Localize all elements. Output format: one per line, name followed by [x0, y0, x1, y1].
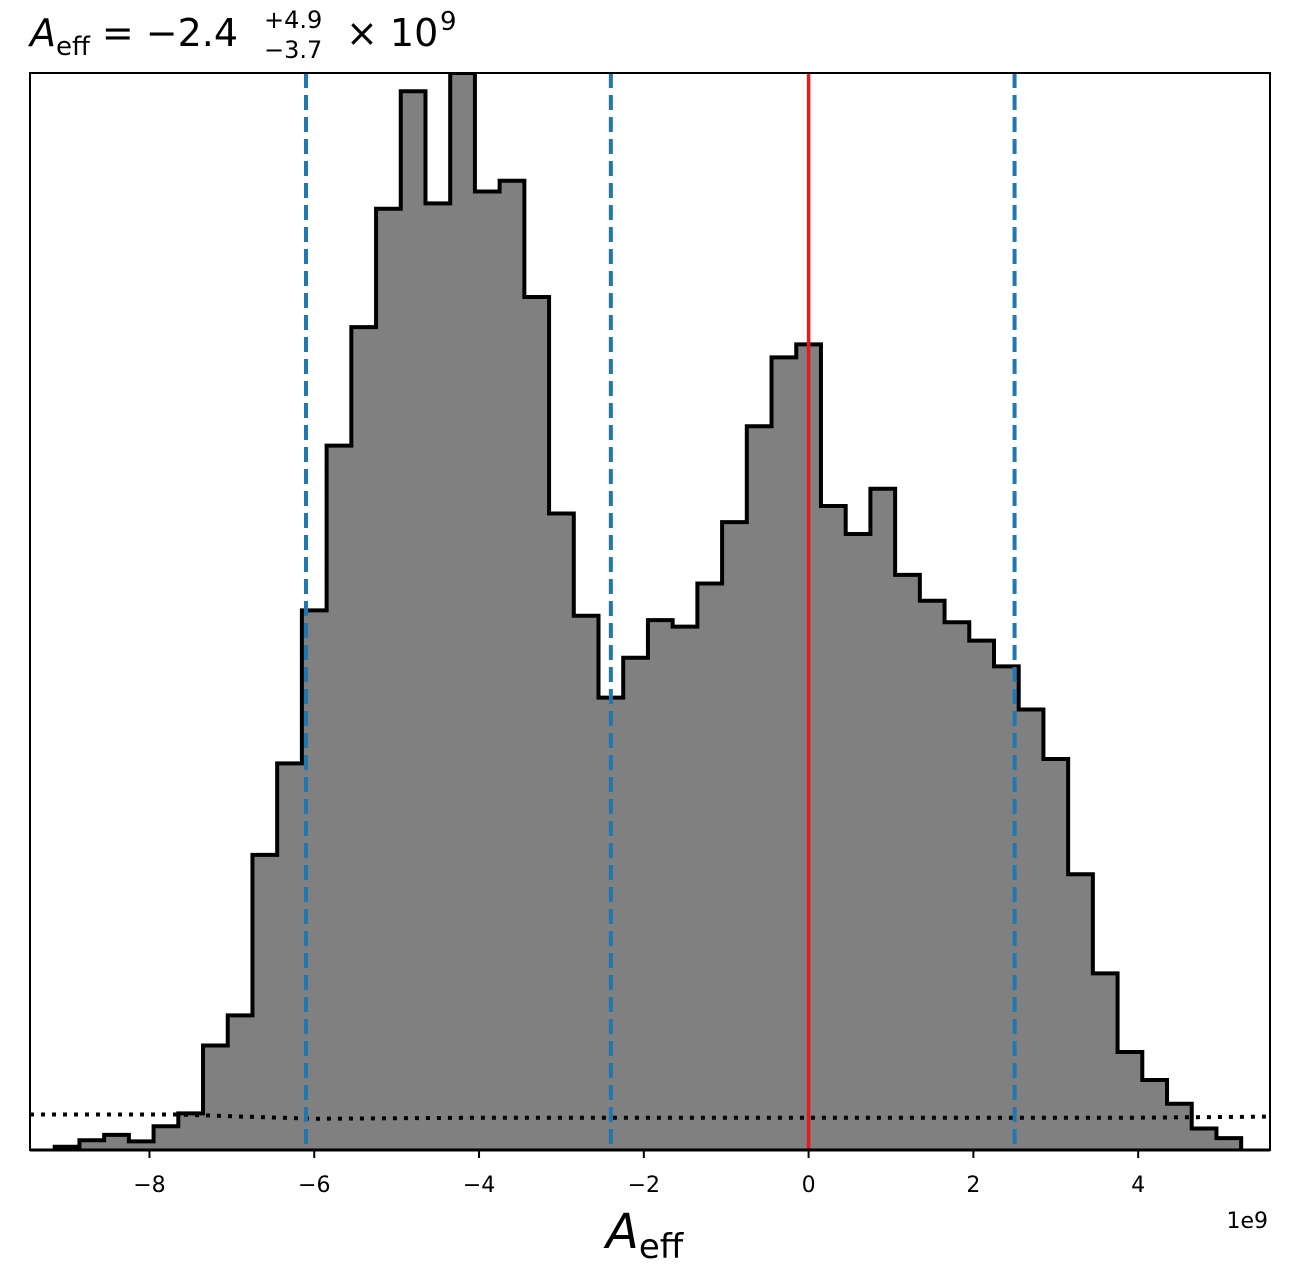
- histogram-bar: [697, 583, 723, 1150]
- histogram-bar: [1117, 1051, 1143, 1150]
- histogram-bar: [1142, 1079, 1168, 1150]
- title-upper-error: +4.9: [264, 6, 322, 34]
- histogram-bar: [746, 426, 773, 1150]
- x-tick-label: 2: [966, 1173, 980, 1198]
- x-tick-label: −4: [463, 1173, 495, 1198]
- histogram-bar: [450, 73, 476, 1150]
- histogram-bar: [474, 191, 501, 1150]
- histogram-bar: [227, 1015, 253, 1150]
- histogram-bar: [400, 91, 426, 1150]
- histogram-bar: [845, 533, 871, 1150]
- histogram-bar: [128, 1141, 155, 1150]
- histogram-bar: [771, 357, 797, 1150]
- xlabel-variable: A: [603, 1204, 639, 1260]
- histogram-bar: [919, 600, 946, 1150]
- histogram-bar: [573, 615, 600, 1150]
- histogram-bar: [623, 657, 649, 1150]
- histogram-bar: [524, 297, 550, 1150]
- histogram-bar: [1068, 874, 1094, 1150]
- histogram-bar: [277, 763, 303, 1150]
- histogram-bar: [1191, 1128, 1217, 1150]
- title-equals: =: [102, 11, 134, 55]
- histogram-bar: [499, 180, 525, 1150]
- x-axis-ticks: −8 −6 −4 −2 0 2 4: [133, 1150, 1145, 1198]
- x-tick-label: 4: [1131, 1173, 1145, 1198]
- histogram-bar: [178, 1113, 204, 1150]
- histogram-bar: [1043, 759, 1069, 1150]
- histogram-bar: [895, 574, 921, 1150]
- histogram-bar: [252, 854, 278, 1150]
- x-axis-label: Aeff: [603, 1204, 685, 1267]
- histogram-bar: [104, 1134, 130, 1150]
- histogram-outline: [52, 73, 1244, 1150]
- histogram-bar: [647, 620, 674, 1150]
- histogram-bar: [870, 488, 896, 1150]
- chart-marks: [29, 72, 1271, 1152]
- x-tick-label: −6: [298, 1173, 330, 1198]
- x-tick-label: −2: [628, 1173, 660, 1198]
- histogram-bar: [969, 640, 995, 1150]
- histogram-bar: [79, 1140, 105, 1150]
- histogram-bar: [1216, 1138, 1242, 1150]
- title-variable-subscript: eff: [56, 32, 91, 62]
- histogram-bar: [944, 622, 970, 1150]
- histogram-bar: [820, 505, 847, 1150]
- histogram-bar: [1167, 1103, 1193, 1150]
- histogram-bar: [376, 208, 402, 1150]
- histogram-bar: [549, 513, 575, 1150]
- histogram-bar: [672, 626, 698, 1150]
- xlabel-subscript: eff: [639, 1227, 685, 1267]
- chart-title: Aeff = −2.4: [27, 11, 238, 62]
- histogram-bar: [153, 1126, 179, 1150]
- title-multiplier: × 10: [346, 11, 438, 55]
- histogram-bar: [1018, 709, 1044, 1150]
- title-median: −2.4: [146, 11, 238, 55]
- histogram-bars: [54, 73, 1242, 1150]
- prior-dotted-line: [30, 1112, 1270, 1121]
- histogram-bar: [351, 327, 377, 1150]
- title-variable: A: [27, 11, 56, 55]
- histogram-bar: [203, 1045, 229, 1150]
- title-exponent: 9: [440, 7, 457, 37]
- x-tick-label: −8: [133, 1173, 165, 1198]
- histogram-bar: [1092, 973, 1119, 1150]
- title-lower-error: −3.7: [264, 36, 322, 64]
- histogram-bar: [722, 522, 748, 1150]
- x-tick-label: 0: [802, 1173, 816, 1198]
- histogram-bar: [425, 203, 451, 1150]
- x-offset-label: 1e9: [1226, 1209, 1268, 1234]
- histogram-bar: [326, 445, 352, 1150]
